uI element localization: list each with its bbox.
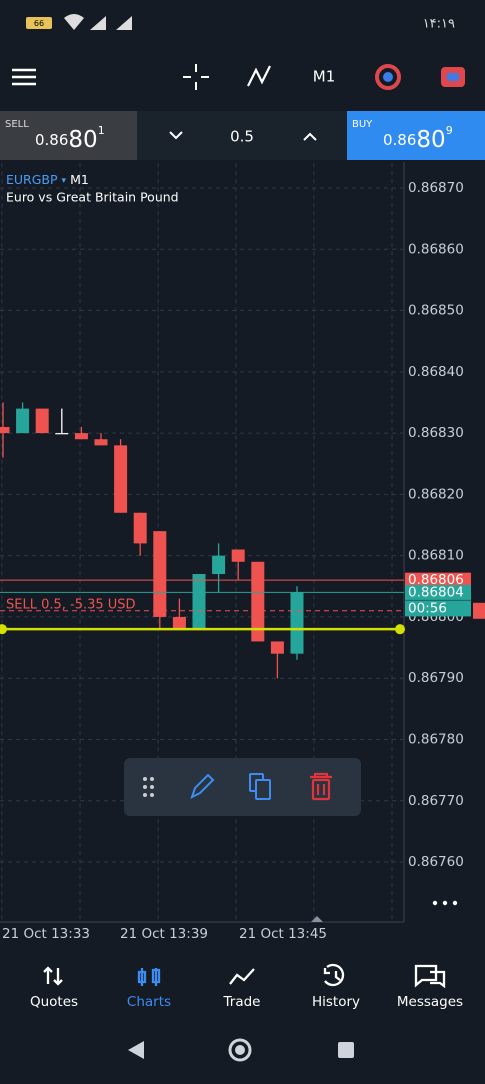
trade-icon[interactable] [375, 64, 401, 90]
scroll-marker [311, 916, 323, 922]
candle-body [133, 512, 147, 544]
buy-price-main: 0.86 [383, 131, 416, 149]
buy-price-big: 80 [416, 127, 445, 153]
y-tick-label: 0.86820 [408, 486, 464, 502]
x-tick-label: 21 Oct 13:45 [239, 926, 327, 942]
stop-line-handle[interactable] [395, 624, 405, 635]
buy-button[interactable] [347, 111, 485, 160]
candle-body [94, 439, 108, 446]
sell-price: 0.86801 [35, 124, 105, 153]
countdown: 00:56 [408, 600, 447, 616]
candle-body [114, 445, 128, 513]
sell-price-main: 0.86 [35, 131, 68, 149]
price-label-box [405, 584, 471, 600]
buy-price-sup: 9 [446, 124, 453, 137]
volume-down[interactable] [169, 131, 183, 140]
trade-icon-center [383, 72, 393, 82]
drag-handle[interactable] [143, 777, 154, 797]
buy-label: BUY [352, 119, 373, 130]
system-back[interactable] [128, 1041, 144, 1059]
candle-body [172, 616, 186, 630]
nav-icon[interactable] [323, 963, 345, 987]
chart-header: EURGBP ▾ M1 [6, 172, 89, 187]
candle-body [74, 433, 88, 440]
x-tick-label: 21 Oct 13:39 [120, 926, 208, 942]
signal-icon [90, 16, 132, 30]
sell-price-big: 80 [68, 127, 97, 153]
more-button[interactable] [432, 900, 458, 906]
candle-body [55, 433, 69, 435]
bottom-nav: Quotes Charts Trade History Messages [30, 963, 463, 1010]
price-label: 0.86806 [408, 572, 464, 588]
nav-label[interactable]: History [312, 994, 360, 1010]
battery-level: 66 [34, 19, 44, 28]
y-tick-label: 0.86840 [408, 364, 464, 380]
sell-button[interactable] [0, 111, 137, 160]
chart-timeframe: M1 [70, 172, 89, 187]
nav-icon[interactable] [43, 966, 63, 986]
nav-label[interactable]: Trade [223, 994, 261, 1010]
nav-label[interactable]: Quotes [30, 994, 78, 1010]
countdown-box [405, 600, 471, 617]
candle-body [251, 561, 265, 642]
nav-icon[interactable] [229, 968, 255, 985]
y-tick-label: 0.86860 [408, 241, 464, 257]
candle-body [270, 641, 284, 654]
delete-button[interactable] [310, 772, 332, 801]
y-tick-label: 0.86850 [408, 303, 464, 319]
candle-body [290, 592, 304, 654]
nav-label[interactable]: Messages [397, 994, 463, 1010]
system-home-dot [235, 1045, 245, 1055]
system-home[interactable] [228, 1038, 252, 1062]
clock: ۱۴:۱۹ [423, 17, 455, 32]
copy-button[interactable] [249, 773, 271, 800]
candle-body [16, 408, 30, 434]
y-tick-label: 0.86810 [408, 548, 464, 564]
system-recents[interactable] [338, 1042, 354, 1058]
price-label: 0.86804 [408, 584, 464, 600]
candle-body [35, 408, 49, 434]
symbol-description: Euro vs Great Britain Pound [6, 190, 179, 205]
menu-button[interactable] [12, 68, 36, 86]
stop-line-handle[interactable] [0, 624, 7, 635]
nav-icon[interactable] [414, 964, 446, 989]
x-tick-label: 21 Oct 13:33 [2, 926, 90, 942]
candle-body [212, 555, 226, 575]
sell-price-sup: 1 [98, 124, 105, 137]
battery-icon [26, 17, 52, 29]
order-label[interactable]: SELL 0.5, -5.35 USD [6, 597, 136, 612]
candle-body [192, 574, 206, 630]
indicators-button[interactable] [247, 65, 271, 87]
volume-up[interactable] [303, 132, 317, 141]
wifi-icon [64, 14, 84, 30]
account-icon-inner [447, 73, 459, 81]
y-tick-label: 0.86870 [408, 180, 464, 196]
y-tick-label: 0.86790 [408, 670, 464, 686]
chart: 0.86870 0.86860 0.86850 0.86840 0.86830 0.868… [0, 163, 485, 942]
symbol[interactable]: EURGBP [6, 172, 58, 187]
price-label-box [405, 572, 471, 588]
object-toolbar [124, 758, 361, 816]
buy-price: 0.86809 [383, 124, 453, 153]
y-tick-label: 0.86770 [408, 793, 464, 809]
timeframe-button[interactable]: M1 [313, 68, 336, 86]
nav-icon[interactable] [137, 968, 161, 986]
order-price-box [473, 602, 485, 619]
crosshair-button[interactable] [183, 64, 209, 90]
candle-body [0, 426, 10, 434]
y-tick-label: 0.86760 [408, 854, 464, 870]
candle-body [231, 549, 245, 562]
candle-body [153, 531, 167, 617]
y-tick-label: 0.86830 [408, 425, 464, 441]
sell-label: SELL [5, 119, 29, 130]
nav-label[interactable]: Charts [127, 994, 171, 1010]
edit-button[interactable] [190, 773, 215, 799]
y-tick-label: 0.86780 [408, 731, 464, 747]
volume[interactable]: 0.5 [230, 128, 254, 146]
